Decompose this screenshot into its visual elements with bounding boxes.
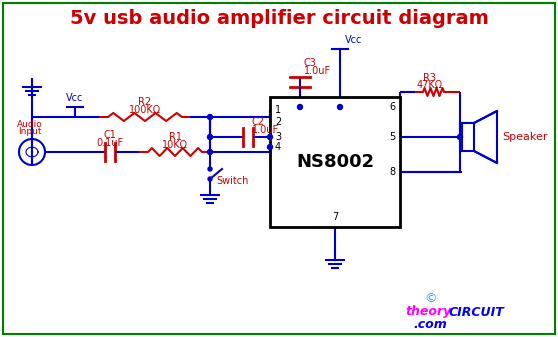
Text: 1: 1 [275, 105, 281, 115]
Text: R3: R3 [424, 73, 436, 83]
Text: Switch: Switch [216, 176, 248, 186]
Text: 1.0uF: 1.0uF [252, 125, 279, 135]
Text: .com: .com [413, 317, 447, 331]
Circle shape [208, 134, 213, 140]
Text: 8: 8 [389, 167, 395, 177]
Text: 4: 4 [275, 142, 281, 152]
Circle shape [208, 115, 213, 120]
Text: 2: 2 [275, 117, 281, 127]
Circle shape [297, 104, 302, 110]
Circle shape [338, 104, 343, 110]
Bar [270, 97, 400, 227]
Text: Speaker: Speaker [502, 132, 547, 142]
Circle shape [267, 134, 272, 140]
Bar [462, 123, 474, 151]
Text: 47KΩ: 47KΩ [417, 80, 443, 90]
Text: C2: C2 [252, 117, 265, 127]
Text: Audio: Audio [17, 120, 43, 129]
Text: theory: theory [405, 306, 451, 318]
Text: Vcc: Vcc [66, 93, 84, 103]
Text: ©: © [424, 293, 436, 306]
Text: Vcc: Vcc [345, 35, 362, 45]
Text: 100KΩ: 100KΩ [129, 105, 161, 115]
Text: 3: 3 [275, 132, 281, 142]
Text: Input: Input [18, 127, 42, 136]
Circle shape [267, 145, 272, 150]
Text: C3: C3 [304, 58, 317, 68]
Text: 1.0uF: 1.0uF [304, 66, 331, 76]
Text: R2: R2 [138, 97, 152, 107]
Text: 0.1uF: 0.1uF [97, 138, 123, 148]
Circle shape [208, 177, 212, 181]
Text: 10KΩ: 10KΩ [162, 140, 188, 150]
Circle shape [458, 134, 463, 140]
Text: C1: C1 [104, 130, 117, 140]
Text: 5: 5 [389, 132, 395, 142]
Circle shape [208, 167, 212, 171]
Text: CIRCUIT: CIRCUIT [449, 306, 505, 318]
Text: R1: R1 [169, 132, 181, 142]
Text: 6: 6 [389, 102, 395, 112]
Circle shape [208, 150, 213, 154]
Text: 5v usb audio amplifier circuit diagram: 5v usb audio amplifier circuit diagram [70, 9, 488, 29]
Text: 7: 7 [332, 212, 338, 222]
Text: NS8002: NS8002 [296, 153, 374, 171]
